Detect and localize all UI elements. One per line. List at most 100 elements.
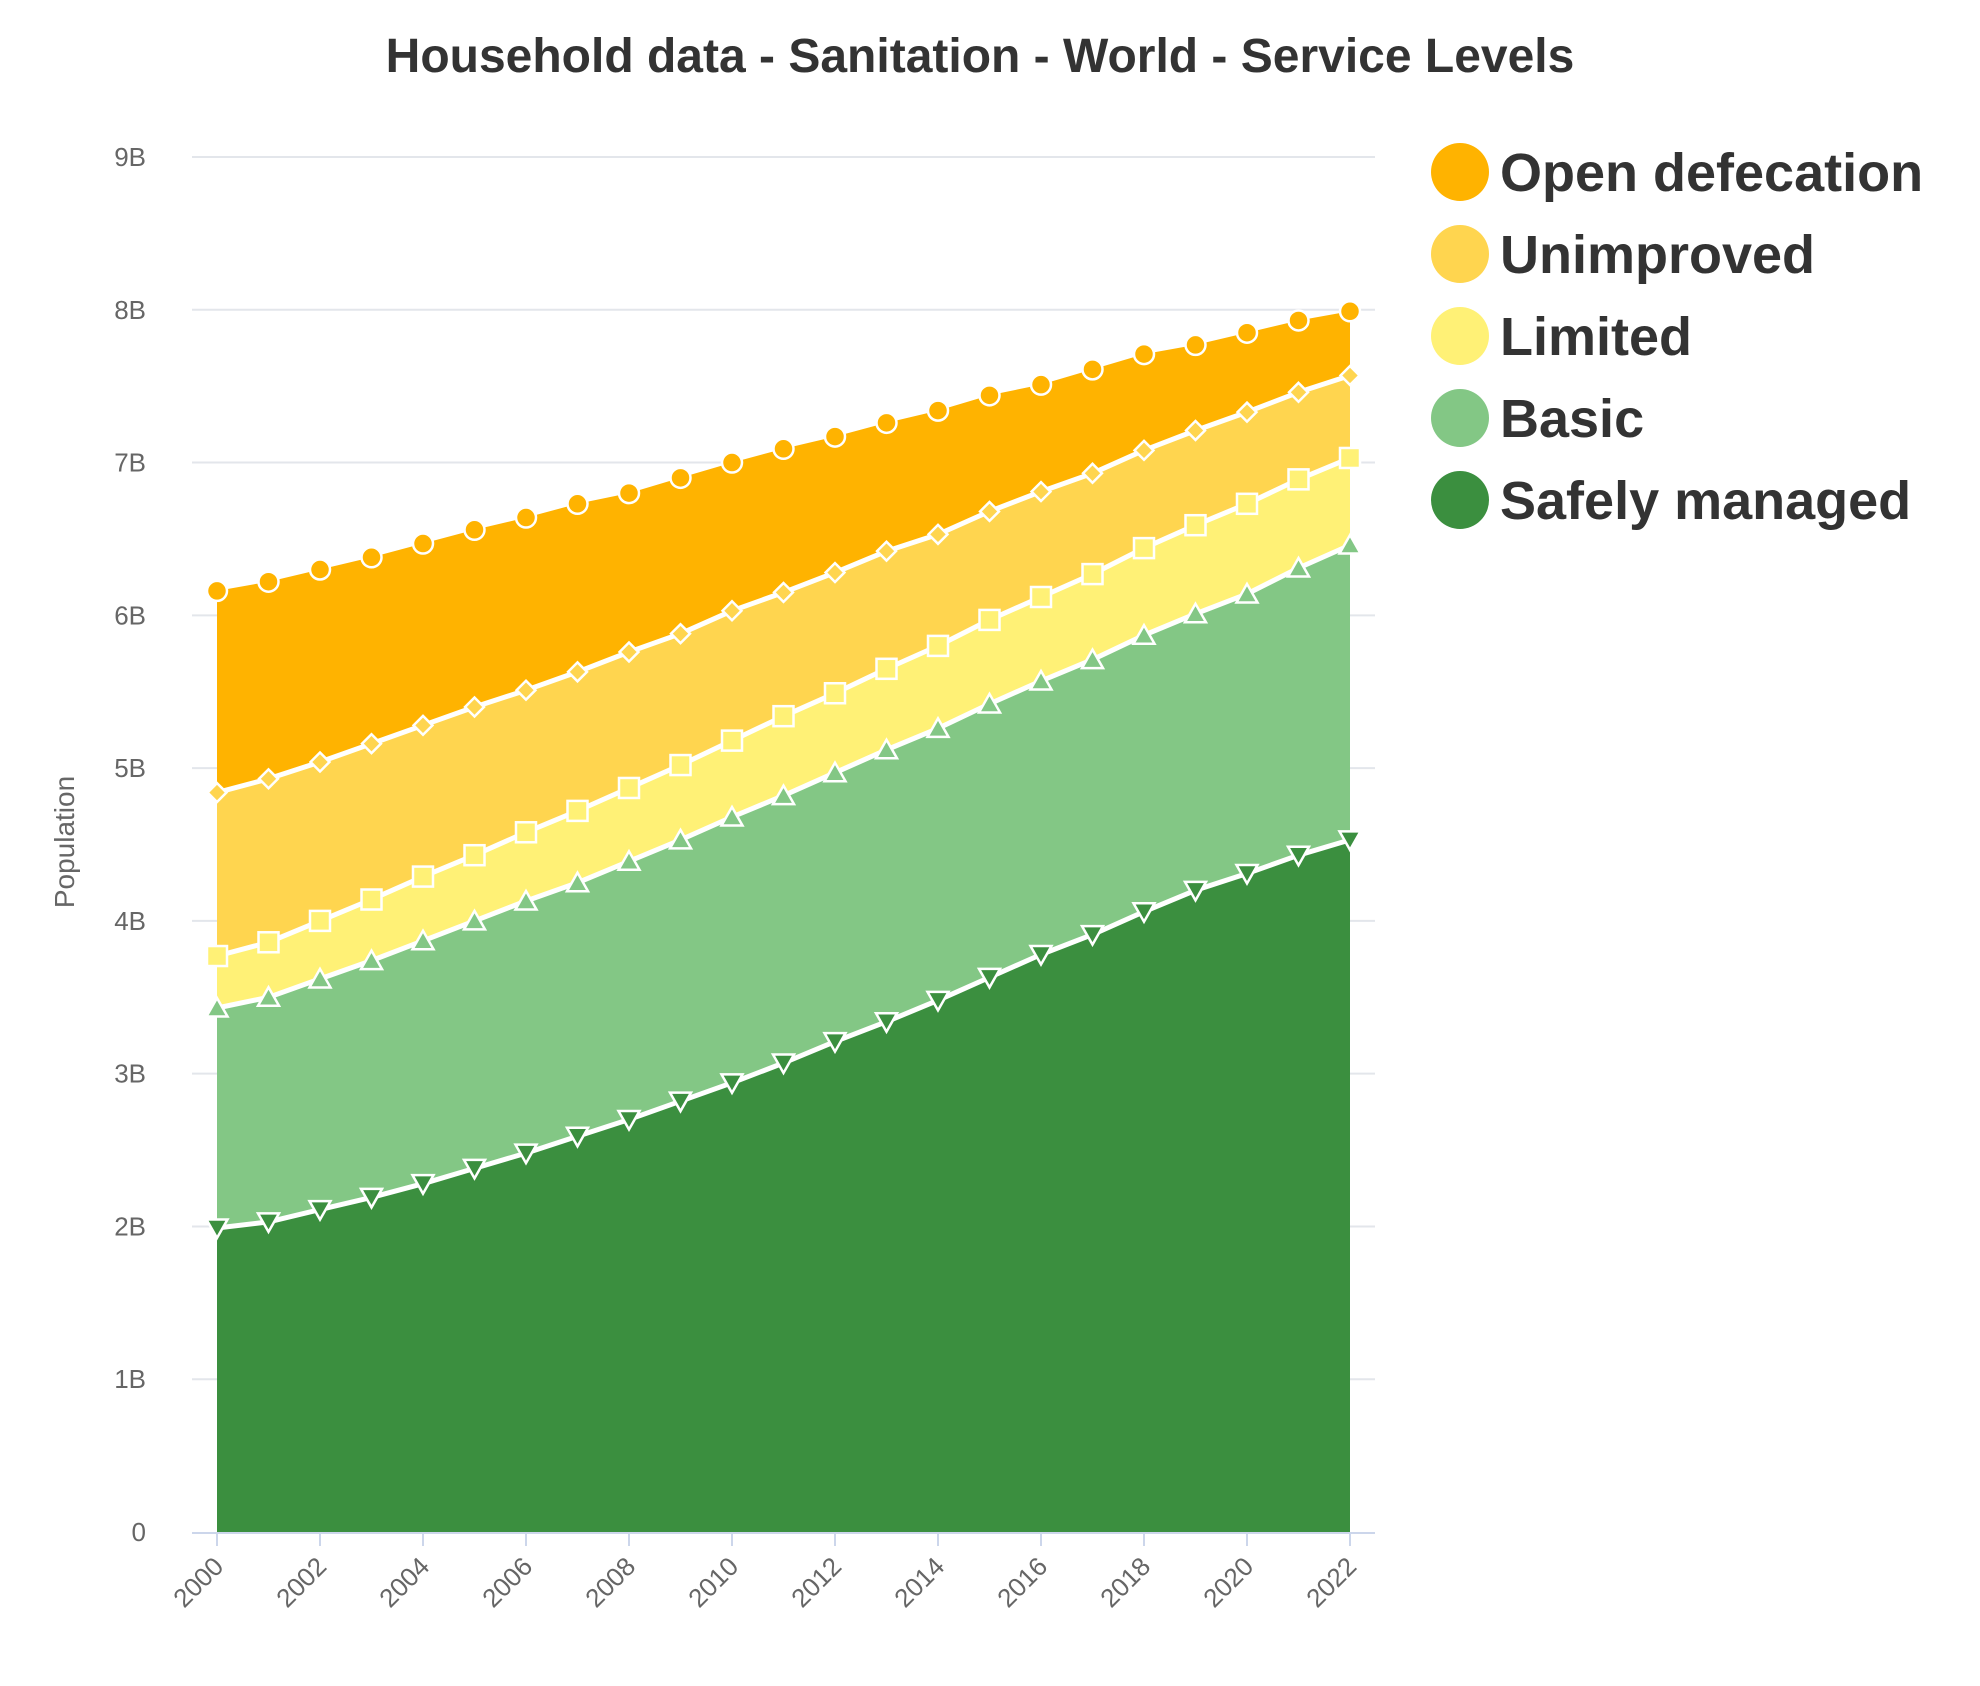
marker-safely-managed xyxy=(1285,845,1312,868)
marker-basic xyxy=(667,827,694,850)
x-tick-label: 2010 xyxy=(682,1551,744,1613)
marker-basic xyxy=(564,870,591,893)
marker-limited xyxy=(1235,492,1259,516)
x-tick-label: 2012 xyxy=(785,1551,847,1613)
y-tick-label: 0 xyxy=(132,1517,146,1547)
marker-safely-managed xyxy=(461,1158,488,1181)
marker-open-defecation xyxy=(1081,358,1104,381)
marker-safely-managed xyxy=(410,1173,436,1197)
marker-unimproved xyxy=(720,599,744,622)
marker-unimproved xyxy=(772,581,795,604)
marker-limited xyxy=(617,776,641,800)
legend-item-safely-managed[interactable]: Safely managed xyxy=(1431,471,1911,531)
marker-basic xyxy=(1337,532,1363,555)
marker-safely-managed xyxy=(1079,924,1106,948)
legend-item-open-defecation[interactable]: Open defecation xyxy=(1431,143,1923,203)
marker-limited xyxy=(463,843,486,867)
area-basic xyxy=(217,545,1350,1228)
marker-safely-managed xyxy=(1131,901,1157,925)
marker-open-defecation xyxy=(257,570,280,593)
y-tick-label: 9B xyxy=(114,142,146,172)
marker-safely-managed xyxy=(513,1143,539,1166)
marker-safely-managed xyxy=(255,1212,282,1235)
x-tick-label: 2016 xyxy=(991,1551,1053,1613)
marker-limited xyxy=(772,704,795,728)
marker-limited xyxy=(926,634,950,658)
legend-item-unimproved[interactable]: Unimproved xyxy=(1431,225,1815,285)
marker-safely-managed xyxy=(822,1031,848,1055)
marker-basic xyxy=(1285,555,1312,578)
marker-open-defecation xyxy=(926,399,950,422)
marker-open-defecation xyxy=(617,481,641,505)
marker-limited xyxy=(823,682,847,705)
marker-safely-managed xyxy=(1028,944,1054,968)
marker-basic xyxy=(616,848,642,872)
marker-open-defecation xyxy=(463,518,486,542)
marker-open-defecation xyxy=(772,437,795,461)
marker-basic xyxy=(1028,668,1054,691)
marker-open-defecation xyxy=(669,466,692,490)
marker-safely-managed xyxy=(667,1091,694,1114)
marker-basic xyxy=(873,737,900,760)
legend-item-basic[interactable]: Basic xyxy=(1431,389,1644,449)
marker-limited xyxy=(1338,446,1362,470)
area-limited xyxy=(217,458,1350,1008)
stacked-areas xyxy=(217,311,1350,1532)
legend-swatch xyxy=(1431,389,1489,447)
y-tick-label: 8B xyxy=(114,295,146,325)
x-tick-label: 2020 xyxy=(1197,1551,1259,1613)
marker-unimproved xyxy=(617,640,641,664)
marker-unimproved xyxy=(1287,381,1310,404)
y-tick-label: 6B xyxy=(114,600,146,630)
x-tick-label: 2018 xyxy=(1094,1551,1156,1613)
marker-basic xyxy=(822,760,848,783)
marker-unimproved xyxy=(669,622,692,645)
marker-basic xyxy=(255,984,282,1008)
marker-unimproved xyxy=(926,523,950,546)
legend-swatch xyxy=(1431,225,1489,283)
marker-safely-managed xyxy=(616,1109,642,1133)
marker-safely-managed xyxy=(358,1187,385,1210)
x-tick-label: 2002 xyxy=(270,1551,332,1613)
marker-limited xyxy=(411,865,435,888)
legend-item-limited[interactable]: Limited xyxy=(1431,307,1692,367)
marker-basic xyxy=(770,783,797,806)
marker-open-defecation xyxy=(1029,373,1053,396)
marker-limited xyxy=(875,657,898,681)
marker-basic xyxy=(1182,601,1209,624)
y-tick-label: 5B xyxy=(114,753,146,783)
marker-safely-managed xyxy=(1234,863,1260,887)
marker-unimproved xyxy=(823,561,847,584)
marker-safely-managed xyxy=(976,967,1003,990)
marker-basic xyxy=(925,715,951,739)
marker-open-defecation xyxy=(1184,333,1207,357)
legend-swatch xyxy=(1431,307,1489,365)
marker-open-defecation xyxy=(1287,309,1310,332)
marker-limited xyxy=(978,608,1001,632)
series-markers xyxy=(204,300,1363,1241)
marker-basic xyxy=(976,691,1003,714)
marker-open-defecation xyxy=(308,558,332,581)
marker-limited xyxy=(514,821,538,844)
marker-safely-managed xyxy=(925,990,951,1013)
marker-unimproved xyxy=(875,539,898,563)
chart-title: Household data - Sanitation - World - Se… xyxy=(386,30,1575,83)
area-open-defecation xyxy=(217,311,1350,793)
marker-open-defecation xyxy=(1338,300,1362,323)
y-tick-label: 2B xyxy=(114,1211,146,1241)
marker-unimproved xyxy=(205,781,229,804)
marker-unimproved xyxy=(1029,480,1053,503)
marker-unimproved xyxy=(308,750,332,774)
marker-safely-managed xyxy=(719,1073,745,1096)
marker-basic xyxy=(1079,647,1106,670)
marker-limited xyxy=(720,729,744,752)
marker-open-defecation xyxy=(205,579,229,603)
legend-label: Limited xyxy=(1500,307,1692,367)
marker-safely-managed xyxy=(873,1011,900,1035)
marker-safely-managed xyxy=(1182,880,1209,903)
legend-label: Basic xyxy=(1500,389,1644,449)
x-tick-label: 2014 xyxy=(888,1551,950,1613)
x-tick-label: 2008 xyxy=(579,1551,641,1613)
marker-unimproved xyxy=(463,695,486,719)
